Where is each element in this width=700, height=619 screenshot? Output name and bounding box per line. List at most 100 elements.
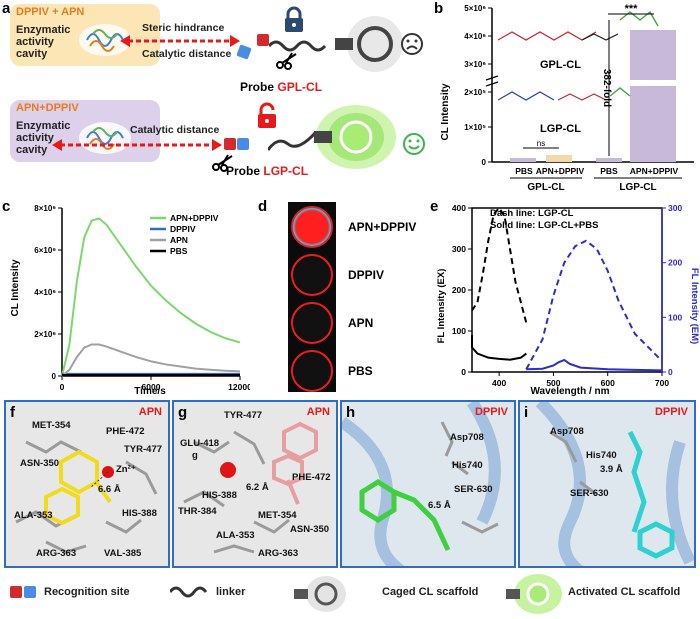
panel-h: h DPPIV Asp708 His740 SER-630 6.5 Å bbox=[340, 400, 516, 568]
caged-bulb-top bbox=[335, 16, 403, 72]
f-res-4: Zn²⁺ bbox=[116, 464, 136, 475]
g-res-7: MET-354 bbox=[258, 510, 297, 521]
scissors-icon-bottom bbox=[212, 154, 233, 172]
b-ytick-1: 4×10⁶ bbox=[464, 32, 486, 41]
line-chart-e: FL Intensity (EX) FL Intensity (EM) Wave… bbox=[436, 203, 700, 397]
dice-red-top bbox=[257, 34, 269, 46]
c-series-APN+DPPIV bbox=[61, 217, 241, 377]
legend-linker: linker bbox=[216, 586, 246, 598]
b-ytick-4: 1×10⁵ bbox=[464, 123, 486, 132]
e-series-2 bbox=[525, 239, 663, 370]
panel-label-e: e bbox=[430, 198, 439, 215]
b-ytick-2: 3×10⁶ bbox=[464, 60, 486, 69]
g-res-1: GLU-418 bbox=[180, 438, 220, 449]
panel-a: a DPPIV + APN Enzymatic activity cavity … bbox=[0, 0, 430, 180]
g-molecule bbox=[183, 421, 318, 554]
c-xlabel: Time/s bbox=[134, 386, 166, 397]
catalytic-text-top: Catalytic distance bbox=[142, 48, 232, 60]
e-ytick: 100 bbox=[452, 326, 466, 336]
b-ytick-0: 5×10⁶ bbox=[464, 4, 486, 13]
activated-bulb-bottom bbox=[314, 105, 396, 169]
b-sig: *** bbox=[625, 3, 639, 15]
e-ylabel: FL Intensity (EX) bbox=[436, 269, 447, 344]
legend-dice-red bbox=[10, 586, 22, 598]
b-ytick-3: 2×10⁵ bbox=[464, 88, 486, 97]
c-ytick: 0 bbox=[52, 372, 57, 381]
e-series-1 bbox=[471, 335, 527, 361]
b-struct-lgp: LGP-CL bbox=[540, 123, 581, 135]
g-res-0: TYR-477 bbox=[224, 410, 263, 421]
dice-blue-top bbox=[236, 44, 252, 60]
g-res-4: HIS-388 bbox=[202, 490, 237, 501]
c-xtick: 0 bbox=[60, 382, 65, 392]
b-xlabel-2: PBS bbox=[600, 166, 618, 176]
e-y2tick: 300 bbox=[668, 203, 682, 213]
h-molecule bbox=[342, 402, 501, 566]
panel-label-i: i bbox=[524, 404, 529, 421]
e-ytick: 300 bbox=[452, 244, 466, 254]
g-res-8: ALA-353 bbox=[216, 530, 255, 541]
panel-g: g APN TYR-477 GLU-418 g PHE-472 HIS-388 … bbox=[172, 400, 338, 568]
enzyme-top bbox=[79, 24, 131, 56]
g-res-9: ASN-350 bbox=[290, 524, 330, 535]
c-legend-label: APN bbox=[170, 235, 188, 245]
b-ytick-5: 0 bbox=[482, 158, 487, 167]
steric-text: Steric hindrance bbox=[142, 22, 225, 34]
linker-top bbox=[269, 40, 327, 52]
e-ytick: 0 bbox=[461, 367, 466, 377]
well-4 bbox=[291, 350, 333, 392]
probe-prefix-top: Probe bbox=[240, 80, 275, 94]
panel-f: f APN MET-354 PHE-472 TYR-477 ASN-350 Zn… bbox=[4, 400, 170, 568]
scissors-icon-top bbox=[276, 52, 297, 70]
catalytic-arrow-bottom bbox=[52, 139, 222, 151]
cavity-text-top: Enzymatic activity cavity bbox=[16, 24, 71, 60]
i-res-2: 3.9 Å bbox=[600, 464, 623, 475]
e-xtick: 400 bbox=[492, 378, 506, 388]
h-res-2: SER-630 bbox=[454, 484, 493, 495]
well-2 bbox=[291, 254, 333, 296]
f-res-7: HIS-388 bbox=[122, 508, 157, 519]
happy-face-icon bbox=[403, 133, 425, 155]
g-res-10: ARG-363 bbox=[258, 548, 299, 559]
f-res-0: MET-354 bbox=[32, 420, 71, 431]
c-ytick: 6×10⁶ bbox=[34, 246, 56, 255]
h-res-1: His740 bbox=[452, 460, 483, 471]
i-res-3: SER-630 bbox=[570, 488, 609, 499]
legend-caged: Caged CL scaffold bbox=[382, 586, 479, 598]
b-ylabel: CL Intensity bbox=[440, 83, 451, 140]
i-res-0: Asp708 bbox=[550, 426, 584, 437]
line-chart-c: CL Intensity Time/s 0 2×10⁶ 4×10⁶ 6×10⁶ 8×10… bbox=[10, 204, 250, 397]
f-res-9: VAL-385 bbox=[104, 548, 142, 559]
well-label-4: PBS bbox=[348, 364, 373, 378]
legend-caged-icon bbox=[294, 576, 346, 612]
dice-blue-bottom bbox=[237, 138, 249, 150]
f-molecule bbox=[15, 440, 158, 554]
g-tag: APN bbox=[306, 406, 330, 418]
panel-b: b CL Intensity 5×10⁶ 4×10⁶ 3×10⁶ 2×10⁵ 1… bbox=[432, 0, 700, 195]
c-legend-label: PBS bbox=[170, 246, 188, 256]
i-res-1: His740 bbox=[586, 450, 617, 461]
e-y2label: FL Intensity (EM) bbox=[689, 268, 700, 344]
bar-gpl-apn bbox=[546, 155, 572, 162]
probe-prefix-bottom: Probe bbox=[226, 164, 261, 178]
c-ylabel: CL Intensity bbox=[10, 259, 21, 316]
g-res-2: g bbox=[192, 450, 198, 461]
bottom-legend: Recognition site linker Caged CL scaffol… bbox=[0, 572, 700, 616]
well-label-2: DPPIV bbox=[348, 268, 385, 282]
catalytic-text-bottom: Catalytic distance bbox=[130, 124, 220, 136]
panel-e: e FL Intensity (EX) FL Intensity (EM) Wa… bbox=[430, 198, 700, 398]
g-res-5: 6.2 Å bbox=[246, 482, 269, 493]
legend-linker-icon bbox=[170, 586, 208, 598]
b-fold: 382-fold bbox=[601, 69, 612, 107]
f-res-6: ALA-353 bbox=[14, 510, 53, 521]
e-y2tick: 0 bbox=[668, 367, 673, 377]
e-series-0 bbox=[471, 206, 528, 324]
e-xlabel: Wavelength / nm bbox=[530, 386, 609, 397]
e-series-3 bbox=[526, 358, 663, 372]
c-series-APN bbox=[61, 343, 241, 377]
legend-activated-icon bbox=[506, 574, 562, 614]
b-xlabel-1: APN+DPPIV bbox=[536, 166, 585, 176]
panel-label-d: d bbox=[258, 198, 268, 215]
bar-lgp-apn-lower bbox=[630, 86, 676, 162]
c-ytick: 4×10⁶ bbox=[34, 288, 56, 297]
